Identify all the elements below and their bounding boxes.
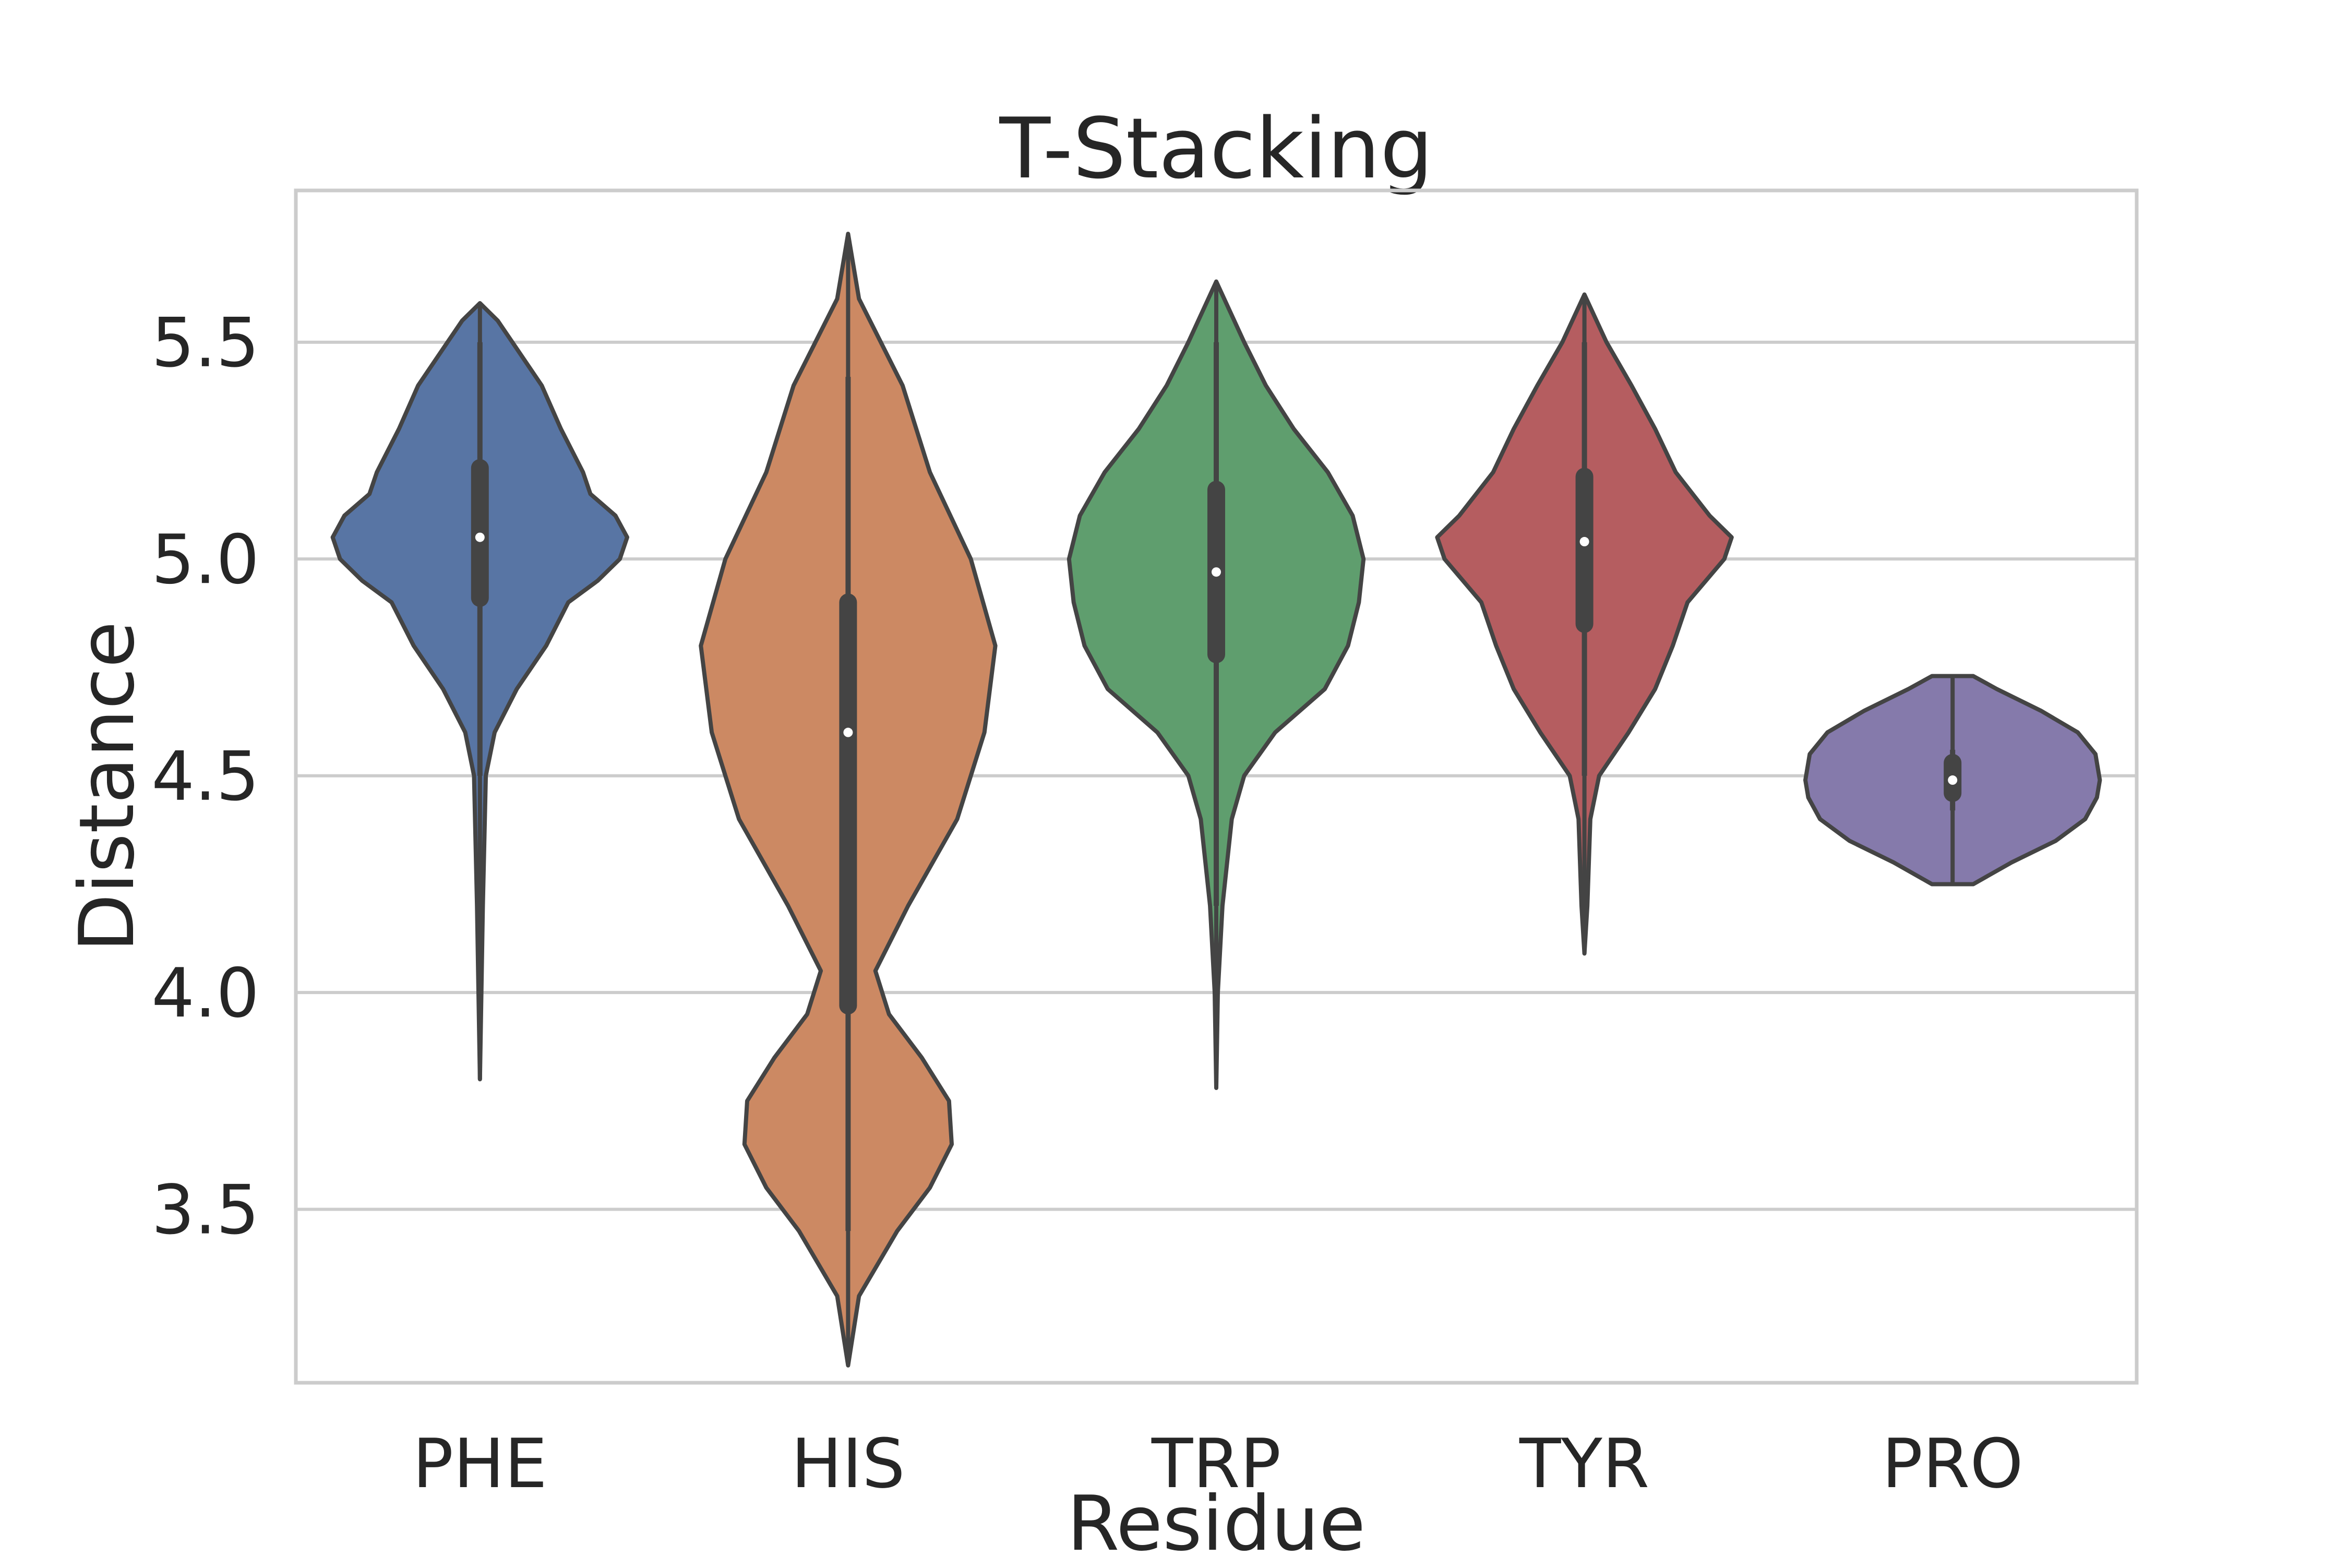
violin-median-dot: [475, 532, 485, 542]
plot-frame: [294, 188, 2139, 1385]
y-tick-label: 4.5: [151, 737, 259, 816]
violin-pro: [1803, 674, 2102, 887]
y-tick-label: 3.5: [151, 1170, 259, 1250]
violin-median-dot: [1212, 567, 1221, 577]
x-tick-label: HIS: [791, 1424, 905, 1503]
violin-phe: [330, 301, 629, 1082]
violin-median-dot: [1948, 775, 1958, 785]
x-axis-label: Residue: [1067, 1480, 1365, 1565]
violin-median-dot: [843, 727, 853, 737]
violin-trp: [1067, 279, 1366, 1090]
x-tick-label: TRP: [1151, 1424, 1281, 1503]
violin-his: [699, 232, 998, 1368]
y-axis-label: Distance: [63, 621, 151, 952]
x-tick-label: TYR: [1519, 1424, 1649, 1503]
x-tick-label: PHE: [413, 1424, 547, 1503]
y-tick-label: 5.5: [151, 303, 259, 382]
y-tick-label: 5.0: [151, 520, 259, 599]
violin-tyr: [1435, 292, 1734, 956]
x-tick-label: PRO: [1882, 1424, 2023, 1503]
chart-title: T-Stacking: [999, 100, 1433, 197]
y-tick-label: 4.0: [151, 953, 259, 1033]
violin-median-dot: [1579, 537, 1589, 547]
